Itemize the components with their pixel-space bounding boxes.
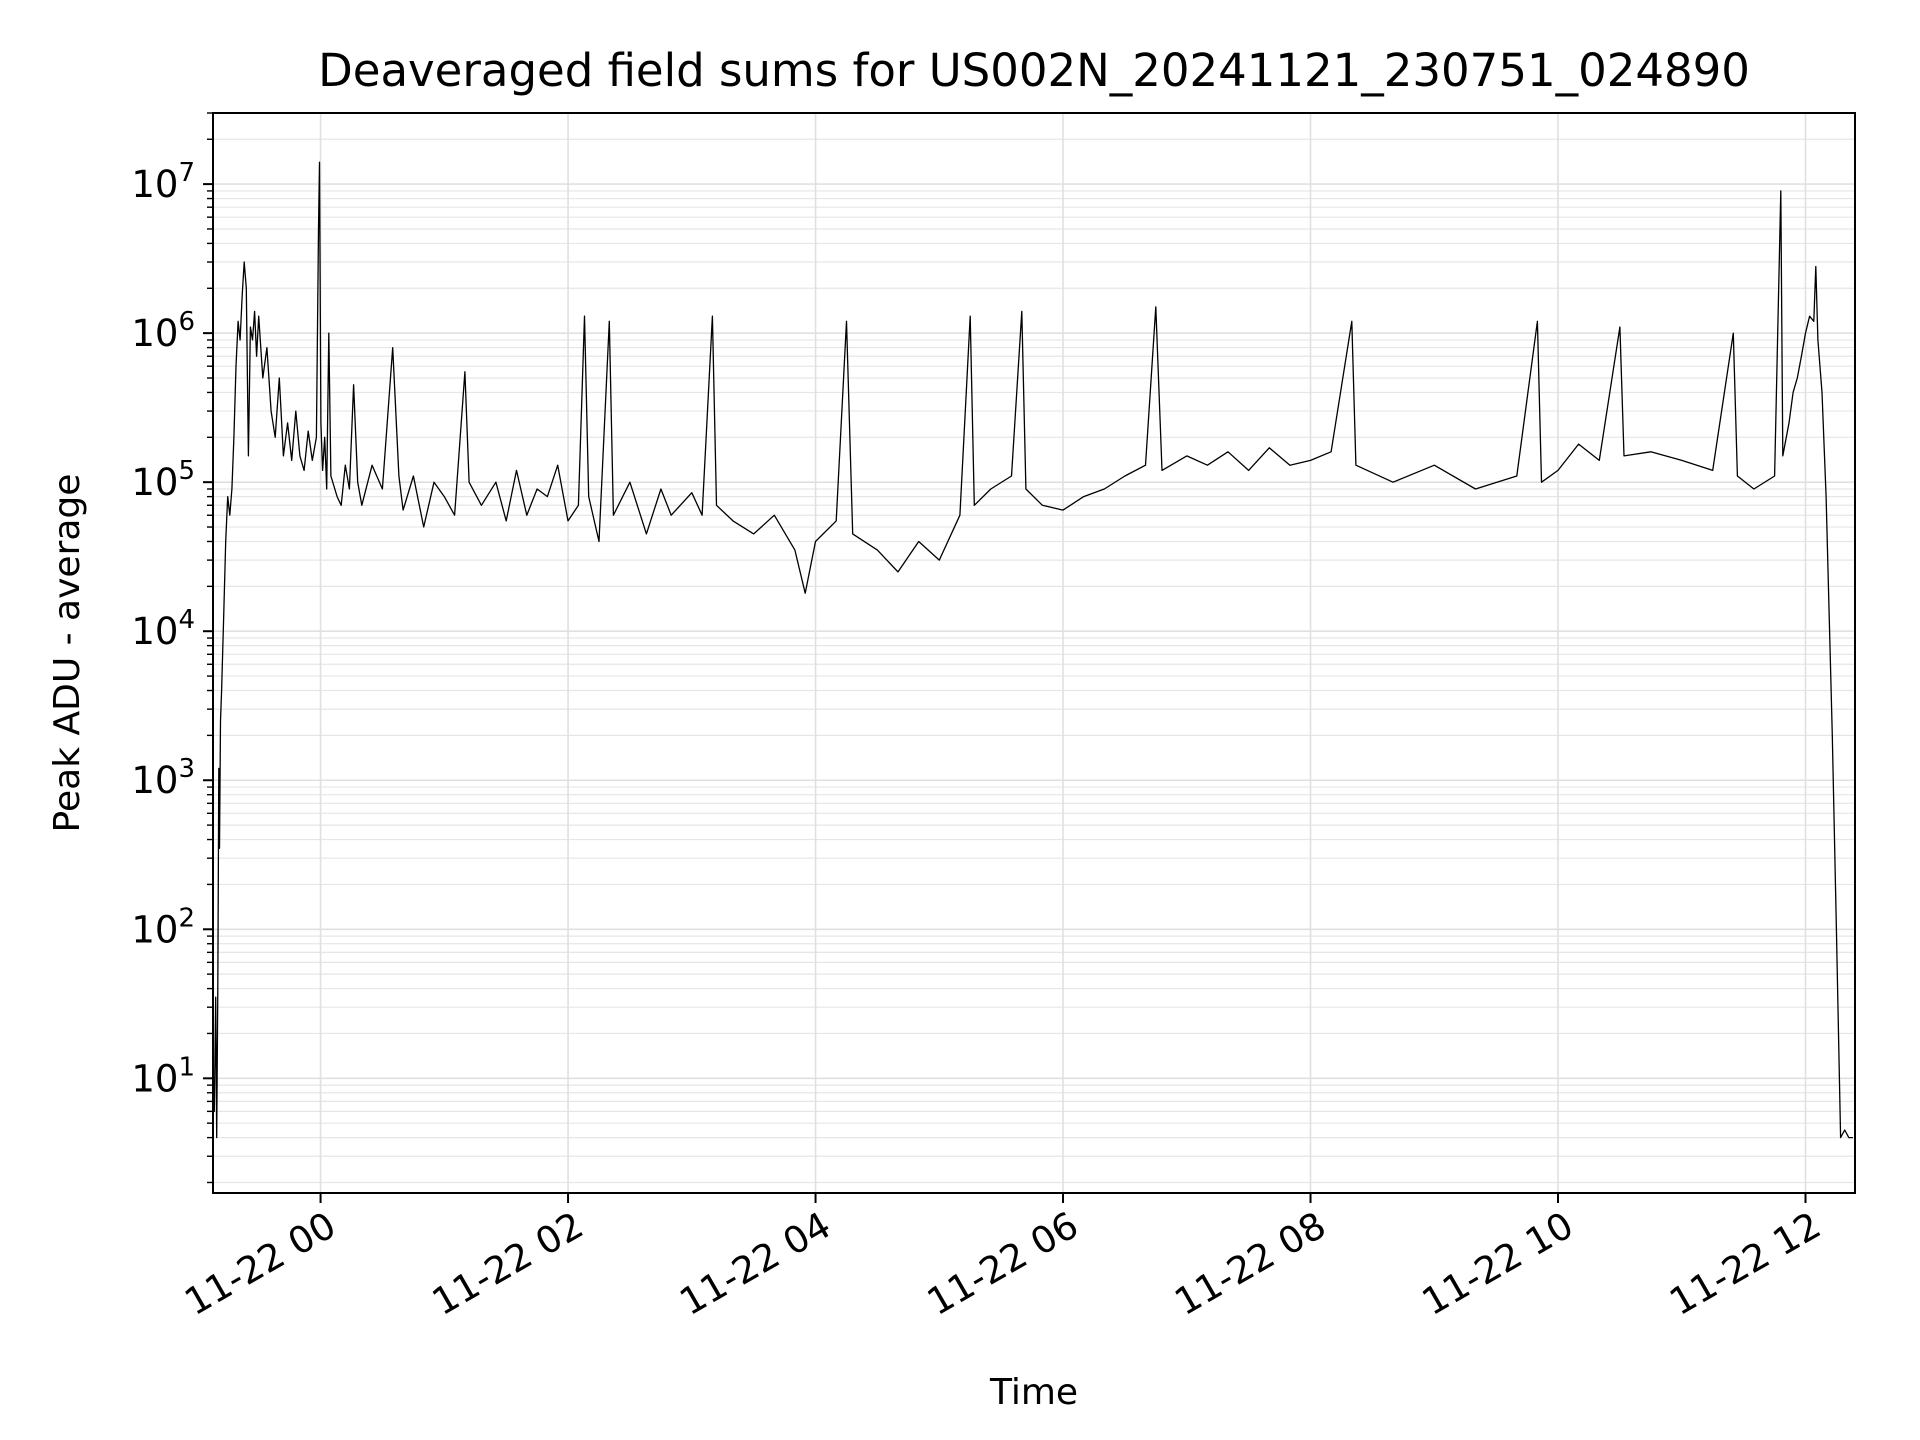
- chart-title: Deaveraged field sums for US002N_2024112…: [318, 44, 1750, 97]
- y-tick-label-base: 10: [131, 163, 178, 206]
- y-tick-label-exponent: 7: [178, 158, 195, 188]
- y-tick-label-base: 10: [131, 759, 178, 802]
- y-tick-label-exponent: 1: [178, 1052, 195, 1082]
- y-tick-label-exponent: 5: [178, 456, 195, 486]
- y-tick-label-base: 10: [131, 1057, 178, 1100]
- grid-layer: [213, 112, 1855, 1193]
- y-tick-label: 101: [131, 1052, 195, 1100]
- x-axis-label: Time: [989, 1372, 1078, 1413]
- plot-frame: [212, 112, 1856, 1194]
- y-tick-label-base: 10: [131, 312, 178, 355]
- y-tick-label: 106: [131, 307, 195, 355]
- y-tick-label: 104: [131, 605, 195, 653]
- y-axis-label: Peak ADU - average: [47, 474, 88, 833]
- series-line: [213, 161, 1853, 1139]
- y-tick-label: 105: [131, 456, 195, 504]
- y-tick-label: 103: [131, 754, 195, 802]
- y-tick-label-exponent: 2: [178, 903, 195, 933]
- y-tick-label-exponent: 3: [178, 754, 195, 784]
- y-tick-label-base: 10: [131, 908, 178, 951]
- series-layer: [213, 161, 1853, 1139]
- y-tick-label-exponent: 6: [178, 307, 195, 337]
- y-tick-label-base: 10: [131, 610, 178, 653]
- y-tick-label: 102: [131, 903, 195, 951]
- y-tick-label-exponent: 4: [178, 605, 195, 635]
- y-tick-label: 107: [131, 158, 195, 206]
- y-tick-label-base: 10: [131, 461, 178, 504]
